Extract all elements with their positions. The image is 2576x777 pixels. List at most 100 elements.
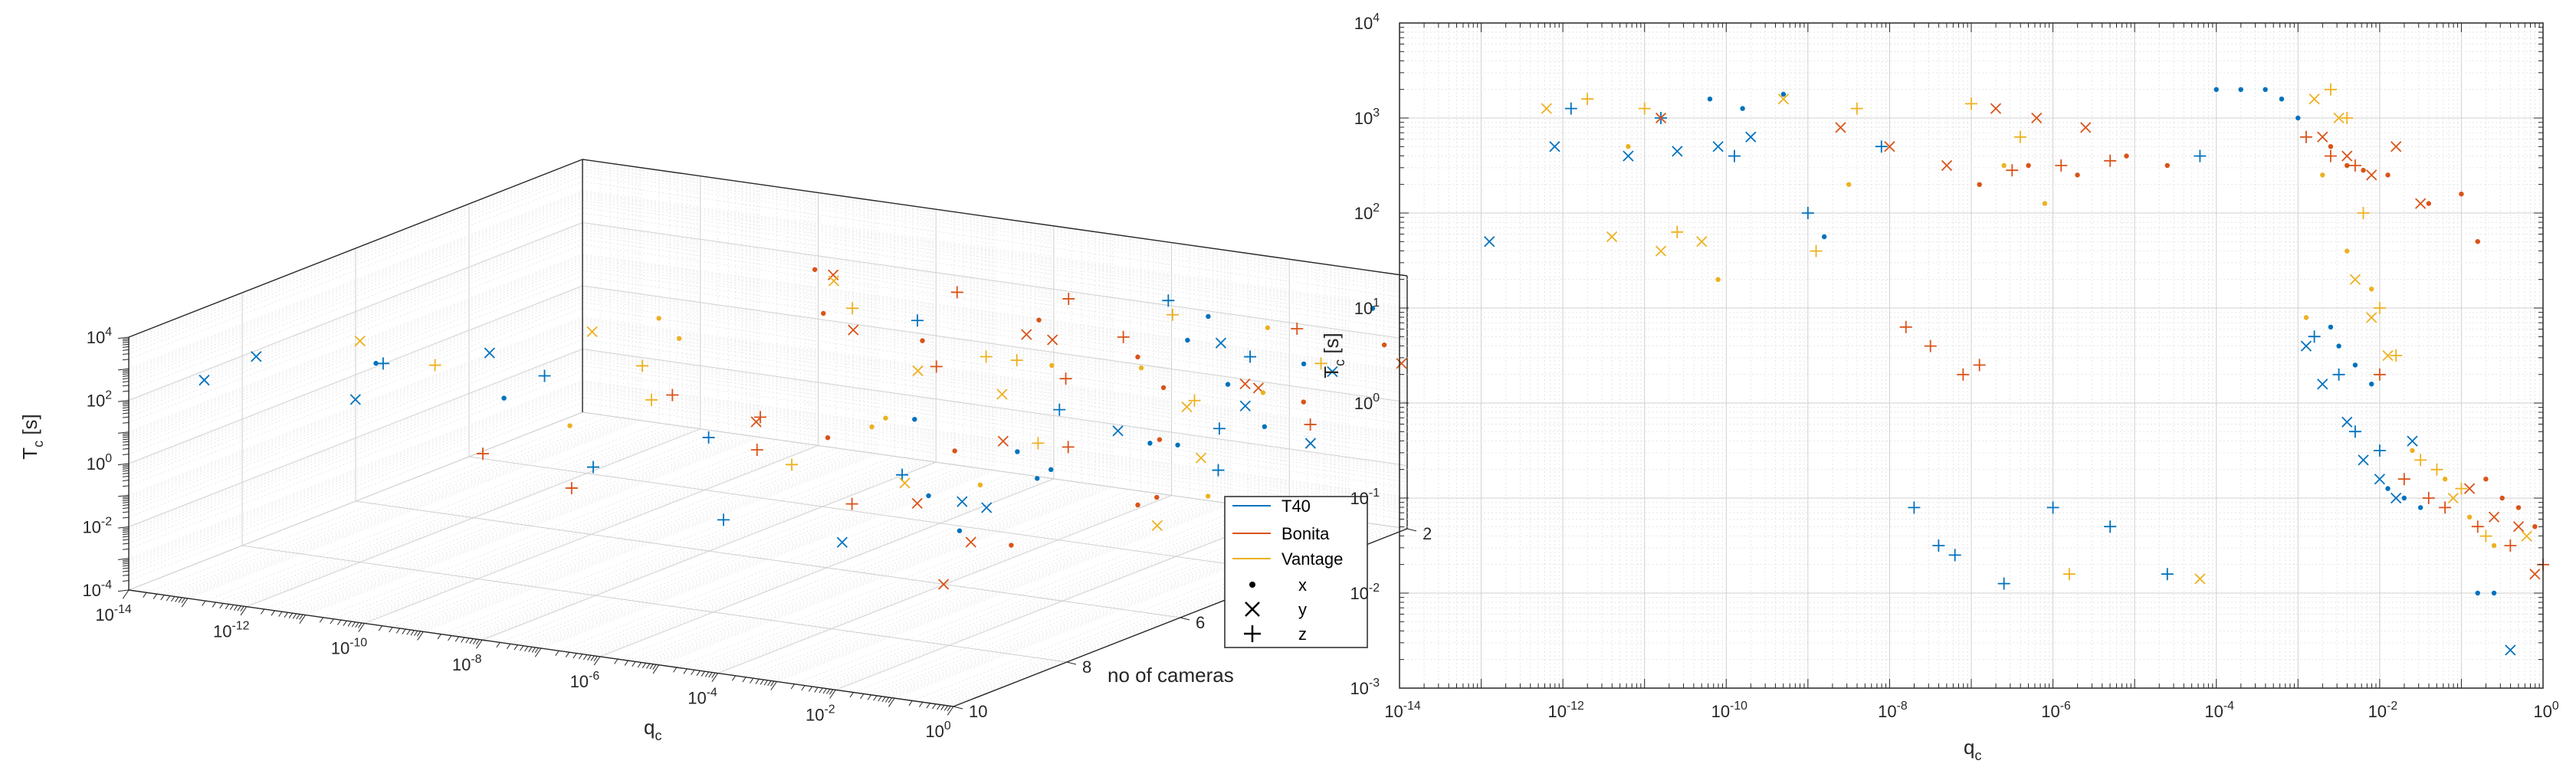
data-point-3d bbox=[676, 336, 682, 341]
data-point-2d bbox=[1997, 577, 2010, 590]
data-point-2d bbox=[1672, 146, 1683, 157]
y2-tick-label: 100 bbox=[1354, 392, 1380, 413]
data-point-3d bbox=[912, 416, 917, 422]
x-tick-label: 100 bbox=[925, 720, 950, 741]
data-point-3d bbox=[587, 461, 599, 474]
chart-3d-labels: qc no of cameras Tc [s] bbox=[18, 414, 1234, 743]
data-point-3d bbox=[1301, 361, 1307, 367]
data-point-3d bbox=[567, 423, 573, 428]
data-point-3d bbox=[1135, 502, 1140, 508]
data-point-2d bbox=[2308, 330, 2321, 343]
legend-label-t40: T40 bbox=[1281, 497, 1311, 516]
data-point-2d bbox=[2391, 492, 2402, 504]
data-point-2d bbox=[2080, 122, 2092, 133]
data-point-2d bbox=[2532, 524, 2538, 529]
data-point-3d bbox=[869, 424, 875, 430]
data-point-3d bbox=[1225, 382, 1231, 387]
data-point-3d bbox=[1181, 401, 1193, 413]
data-point-3d bbox=[1213, 422, 1226, 435]
data-point-3d bbox=[1188, 394, 1201, 407]
data-point-3d bbox=[1239, 400, 1251, 411]
x2-tick-label: 10-4 bbox=[2204, 700, 2234, 721]
data-point-3d bbox=[1167, 308, 1179, 321]
y2-tick-label: 101 bbox=[1354, 297, 1380, 318]
data-point-2d bbox=[2317, 131, 2328, 143]
y-tick-label: 8 bbox=[1082, 657, 1091, 677]
data-point-3d bbox=[997, 435, 1009, 447]
data-point-2d bbox=[2104, 154, 2117, 167]
data-point-2d bbox=[1850, 102, 1863, 115]
data-point-3d bbox=[1048, 467, 1054, 473]
data-point-3d bbox=[930, 360, 943, 373]
data-point-3d bbox=[1160, 385, 1167, 391]
data-point-2d bbox=[2491, 543, 2497, 549]
data-point-3d bbox=[911, 314, 924, 327]
data-point-3d bbox=[1381, 342, 1387, 348]
data-point-3d bbox=[1138, 365, 1144, 371]
data-point-2d bbox=[2324, 149, 2337, 162]
data-point-2d bbox=[2300, 340, 2312, 352]
data-point-3d bbox=[501, 395, 507, 401]
data-point-2d bbox=[2488, 511, 2500, 523]
data-point-2d bbox=[2238, 87, 2243, 93]
data-point-2d bbox=[1821, 234, 1827, 240]
chart-3d-ticks: 10-1410-1210-1010-810-610-410-2100246810… bbox=[82, 326, 1432, 741]
y2-tick-label: 10-2 bbox=[1350, 582, 1380, 603]
y-axis-label: no of cameras bbox=[1108, 664, 1234, 687]
data-point-2d bbox=[1606, 231, 1618, 243]
data-point-2d bbox=[2046, 501, 2059, 514]
data-point-2d bbox=[1655, 112, 1667, 124]
chart-2d-grid bbox=[1399, 23, 2543, 689]
data-point-2d bbox=[1671, 225, 1684, 238]
data-point-3d bbox=[1206, 313, 1211, 320]
data-point-3d bbox=[538, 369, 551, 382]
chart-2d-scatter: 10-14 10-12 10-10 10-8 10-6 10-4 10-2 10010-310… bbox=[1320, 11, 2559, 763]
data-point-3d bbox=[1157, 437, 1163, 442]
data-point-3d bbox=[883, 415, 888, 421]
data-point-2d bbox=[2348, 425, 2361, 438]
data-point-3d bbox=[980, 350, 993, 363]
data-point-2d bbox=[2447, 492, 2459, 504]
data-point-3d bbox=[846, 302, 859, 315]
data-point-3d bbox=[717, 513, 730, 526]
data-point-2d bbox=[2391, 141, 2402, 152]
data-point-2d bbox=[2471, 520, 2484, 533]
data-point-2d bbox=[2373, 302, 2386, 314]
data-point-2d bbox=[2466, 514, 2473, 520]
data-point-3d bbox=[1185, 337, 1190, 343]
x-tick-label: 10-2 bbox=[806, 703, 835, 724]
data-point-2d bbox=[2336, 343, 2341, 349]
data-point-3d bbox=[251, 351, 262, 362]
data-point-2d bbox=[2410, 448, 2415, 454]
data-point-2d bbox=[2075, 172, 2080, 178]
x-tick-label: 10-4 bbox=[687, 687, 717, 708]
data-point-2d bbox=[1965, 97, 1977, 110]
x2-tick-label: 10-10 bbox=[1711, 700, 1748, 721]
data-point-2d bbox=[2374, 474, 2385, 485]
data-point-2d bbox=[1712, 141, 1724, 152]
data-point-3d bbox=[912, 365, 924, 377]
data-point-3d bbox=[899, 477, 911, 489]
data-point-2d bbox=[2373, 444, 2386, 457]
data-point-3d bbox=[376, 357, 389, 370]
x2-tick-label: 10-8 bbox=[1878, 700, 1908, 721]
data-point-3d bbox=[920, 338, 925, 343]
data-point-3d bbox=[1062, 292, 1075, 305]
data-point-2d bbox=[1846, 182, 1852, 187]
data-point-2d bbox=[2333, 112, 2345, 124]
x-tick-label: 10-8 bbox=[452, 653, 482, 674]
data-point-3d bbox=[1062, 441, 1075, 454]
data-point-2d bbox=[2407, 435, 2418, 447]
data-point-3d bbox=[1396, 358, 1407, 369]
data-point-3d bbox=[1304, 438, 1317, 449]
y2-tick-label: 103 bbox=[1354, 107, 1380, 128]
data-point-3d bbox=[957, 496, 968, 507]
data-point-2d bbox=[2361, 168, 2366, 173]
data-point-3d bbox=[1162, 294, 1175, 307]
data-point-2d bbox=[2309, 93, 2320, 105]
data-point-2d bbox=[1810, 244, 1823, 257]
x2-tick-label: 10-2 bbox=[2368, 700, 2398, 721]
data-point-3d bbox=[825, 434, 831, 441]
data-point-2d bbox=[1707, 97, 1713, 102]
